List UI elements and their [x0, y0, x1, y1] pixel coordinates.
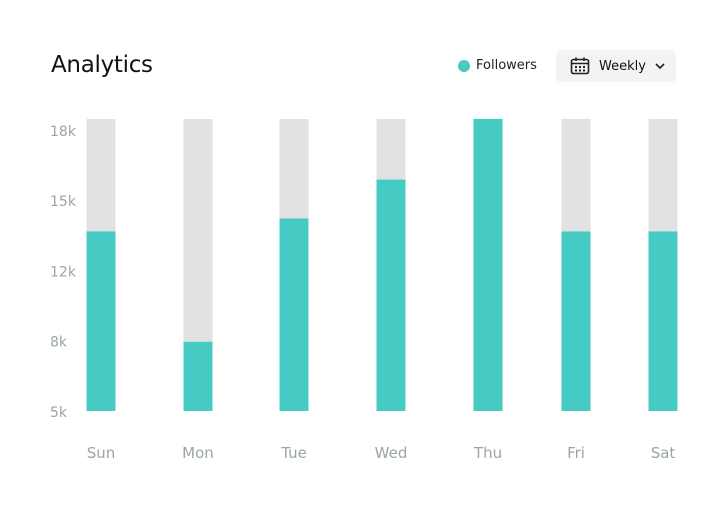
bar: [473, 119, 503, 411]
y-tick-label: 5k: [50, 405, 68, 421]
chevron-down-icon: [655, 63, 665, 70]
x-tick-label: Sun: [87, 444, 116, 462]
legend-label: Followers: [476, 58, 537, 73]
x-tick-label: Mon: [182, 444, 214, 462]
legend-swatch: [458, 59, 470, 72]
x-tick-label: Fri: [567, 444, 585, 462]
bar: [86, 231, 116, 411]
legend: Followers: [458, 58, 537, 73]
period-dropdown[interactable]: Weekly: [556, 50, 676, 82]
bar: [183, 341, 213, 411]
x-tick-label: Tue: [280, 444, 307, 462]
bar: [648, 231, 678, 411]
period-label: Weekly: [599, 58, 646, 74]
bar: [376, 179, 406, 411]
x-tick-label: Wed: [375, 444, 408, 462]
x-tick-label: Thu: [473, 444, 502, 462]
y-tick-label: 15k: [50, 194, 77, 210]
y-tick-label: 8k: [50, 335, 68, 351]
bar: [561, 231, 591, 411]
page-title: Analytics: [51, 52, 153, 78]
y-tick-label: 18k: [50, 124, 77, 140]
x-tick-label: Sat: [651, 444, 676, 462]
calendar-icon: [570, 57, 590, 75]
bar: [279, 218, 309, 411]
y-tick-label: 12k: [50, 264, 77, 280]
